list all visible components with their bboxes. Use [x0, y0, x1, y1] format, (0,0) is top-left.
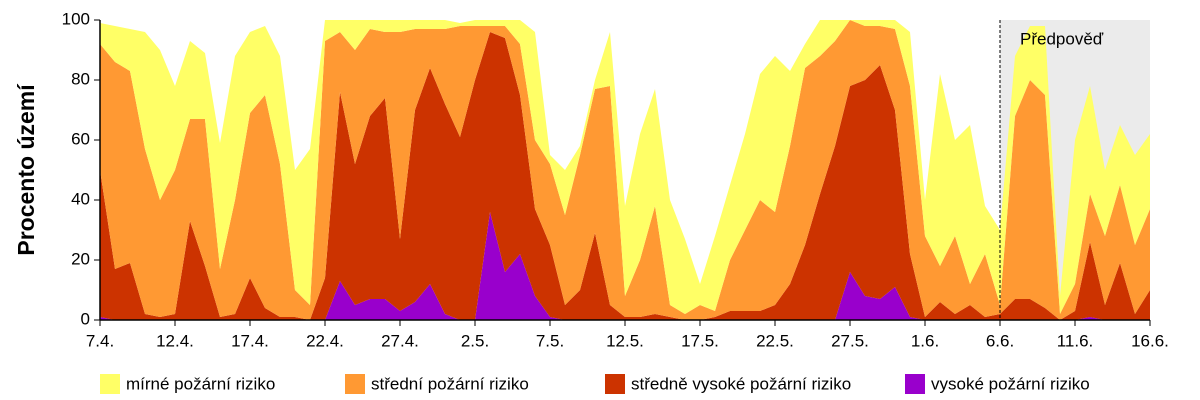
area: [100, 20, 1150, 314]
area: [100, 32, 1150, 320]
legend-swatch: [905, 374, 925, 394]
x-tick-label: 2.5.: [461, 331, 489, 350]
forecast-label: Předpověď: [1020, 29, 1104, 48]
x-tick-label: 11.6.: [1057, 331, 1094, 350]
x-tick-label: 27.4.: [381, 331, 419, 350]
y-tick-label: 20: [71, 249, 90, 268]
x-tick-label: 22.4.: [306, 331, 344, 350]
y-tick-label: 80: [71, 69, 90, 88]
x-tick-label: 7.4.: [86, 331, 114, 350]
x-tick-label: 17.4.: [231, 331, 269, 350]
x-tick-label: 27.5.: [831, 331, 869, 350]
y-tick-label: 40: [71, 189, 90, 208]
legend-swatch: [345, 374, 365, 394]
x-tick-label: 16.6.: [1131, 331, 1169, 350]
legend-label: středně vysoké požární riziko: [631, 374, 851, 393]
area: [100, 20, 1150, 320]
legend-label: střední požární riziko: [371, 374, 529, 393]
y-tick-label: 100: [62, 9, 90, 28]
x-tick-label: 1.6.: [911, 331, 939, 350]
legend-label: mírné požární riziko: [126, 374, 275, 393]
y-tick-label: 0: [81, 309, 90, 328]
legend-swatch: [605, 374, 625, 394]
x-tick-label: 17.5.: [681, 331, 719, 350]
x-tick-label: 6.6.: [986, 331, 1014, 350]
legend-swatch: [100, 374, 120, 394]
y-axis-label: Procento území: [13, 83, 39, 256]
x-tick-label: 12.4.: [156, 331, 194, 350]
legend-label: vysoké požární riziko: [931, 374, 1090, 393]
x-tick-label: 12.5.: [606, 331, 644, 350]
x-tick-label: 22.5.: [756, 331, 794, 350]
x-tick-label: 7.5.: [536, 331, 564, 350]
y-tick-label: 60: [71, 129, 90, 148]
